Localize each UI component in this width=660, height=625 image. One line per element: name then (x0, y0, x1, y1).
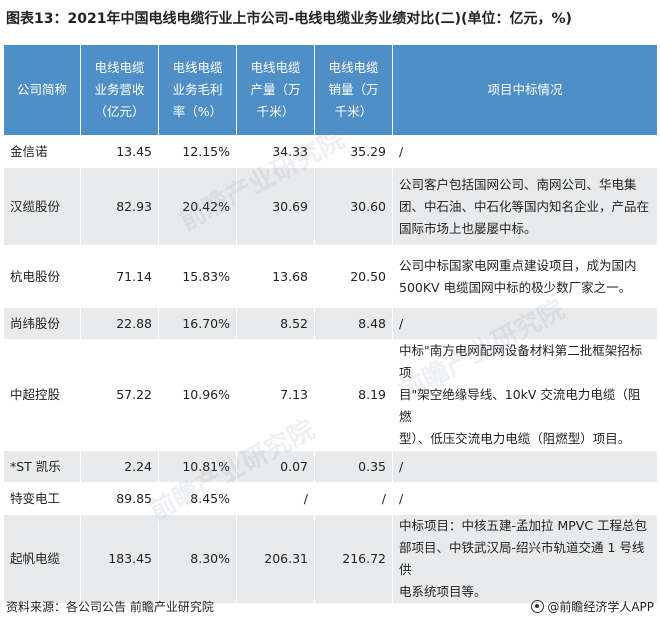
cell-sales: 8.48 (314, 307, 393, 340)
cell-projects: 公司客户包括国网公司、南网公司、华电集 团、中石油、中石化等国内知名企业，产品在… (392, 167, 658, 246)
cell-projects: 中标项目：中核五建-孟加拉 MPVC 工程总包 部项目、中铁武汉局-绍兴市轨道交… (392, 514, 658, 604)
cell-output: / (236, 482, 315, 515)
source-note: 资料来源：各公司公告 前瞻产业研究院 (6, 600, 214, 614)
cell-projects: / (392, 450, 658, 483)
cell-sales: 20.50 (314, 245, 393, 308)
cell-company: 尚纬股份 (3, 307, 81, 340)
table-row: 杭电股份 71.14 15.83% 13.68 20.50 公司中标国家电网重点… (3, 245, 658, 308)
table-row: 起帆电缆 183.45 8.30% 206.31 216.72 中标项目：中核五… (3, 514, 658, 604)
cell-output: 34.33 (236, 135, 315, 168)
cell-output: 13.68 (236, 245, 315, 308)
table-row: 特变电工 89.85 8.45% / / / (3, 482, 658, 515)
brand-logo-icon (531, 600, 545, 613)
cell-projects: / (392, 307, 658, 340)
cell-output: 206.31 (236, 514, 315, 604)
page-title: 图表13：2021年中国电线电缆行业上市公司-电线电缆业务业绩对比(二)(单位：… (6, 11, 572, 27)
cell-projects: / (392, 482, 658, 515)
cell-revenue: 82.93 (80, 167, 159, 246)
cell-sales: 8.19 (314, 339, 393, 451)
cell-company: 金信诺 (3, 135, 81, 168)
cell-output: 8.52 (236, 307, 315, 340)
cell-company: 杭电股份 (3, 245, 81, 308)
cell-margin: 12.15% (158, 135, 237, 168)
cell-sales: 35.29 (314, 135, 393, 168)
cell-company: 汉缆股份 (3, 167, 81, 246)
header-output: 电线电缆 产量（万 千米） (236, 44, 315, 136)
cell-revenue: 57.22 (80, 339, 159, 451)
cell-margin: 15.83% (158, 245, 237, 308)
cell-sales: 0.35 (314, 450, 393, 483)
cell-revenue: 22.88 (80, 307, 159, 340)
header-margin: 电线电缆 业务毛利 率（%） (158, 44, 237, 136)
cell-margin: 20.42% (158, 167, 237, 246)
cell-margin: 8.45% (158, 482, 237, 515)
cell-revenue: 89.85 (80, 482, 159, 515)
header-company: 公司简称 (3, 44, 81, 136)
cell-projects: 中标"南方电网配网设备材料第二批框架招标项 目"架空绝缘导线、10kV 交流电力… (392, 339, 658, 451)
cell-revenue: 13.45 (80, 135, 159, 168)
cell-output: 30.69 (236, 167, 315, 246)
cell-revenue: 2.24 (80, 450, 159, 483)
cell-projects: / (392, 135, 658, 168)
table-row: 尚纬股份 22.88 16.70% 8.52 8.48 / (3, 307, 658, 340)
header-revenue: 电线电缆 业务营收 （亿元） (80, 44, 159, 136)
cell-output: 0.07 (236, 450, 315, 483)
cell-projects: 公司中标国家电网重点建设项目，成为国内 500KV 电缆国网中标的极少数厂家之一… (392, 245, 658, 308)
table-row: 汉缆股份 82.93 20.42% 30.69 30.60 公司客户包括国网公司… (3, 167, 658, 246)
header-projects: 项目中标情况 (392, 44, 658, 136)
cell-sales: 30.60 (314, 167, 393, 246)
comparison-table: 公司简称 电线电缆 业务营收 （亿元） 电线电缆 业务毛利 率（%） 电线电缆 … (3, 44, 658, 604)
cell-company: 中超控股 (3, 339, 81, 451)
table-row: *ST 凯乐 2.24 10.81% 0.07 0.35 / (3, 450, 658, 483)
cell-margin: 10.81% (158, 450, 237, 483)
table-row: 金信诺 13.45 12.15% 34.33 35.29 / (3, 135, 658, 168)
cell-margin: 10.96% (158, 339, 237, 451)
table-row: 中超控股 57.22 10.96% 7.13 8.19 中标"南方电网配网设备材… (3, 339, 658, 451)
cell-revenue: 71.14 (80, 245, 159, 308)
cell-sales: / (314, 482, 393, 515)
table-header-row: 公司简称 电线电缆 业务营收 （亿元） 电线电缆 业务毛利 率（%） 电线电缆 … (3, 44, 658, 136)
cell-company: *ST 凯乐 (3, 450, 81, 483)
cell-sales: 216.72 (314, 514, 393, 604)
brand-credit: @前瞻经济学人APP (531, 598, 654, 615)
header-sales: 电线电缆 销量（万 千米） (314, 44, 393, 136)
cell-company: 特变电工 (3, 482, 81, 515)
brand-label: @前瞻经济学人APP (547, 600, 654, 614)
cell-output: 7.13 (236, 339, 315, 451)
cell-company: 起帆电缆 (3, 514, 81, 604)
cell-revenue: 183.45 (80, 514, 159, 604)
cell-margin: 8.30% (158, 514, 237, 604)
cell-margin: 16.70% (158, 307, 237, 340)
